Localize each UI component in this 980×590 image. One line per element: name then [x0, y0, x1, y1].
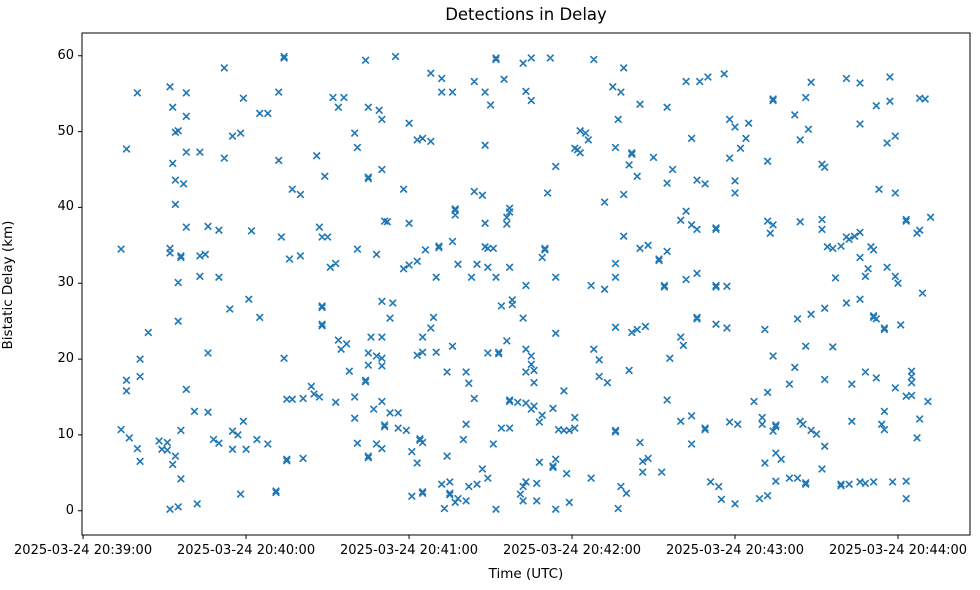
x-tick-label: 2025-03-24 20:39:00 — [14, 543, 153, 558]
x-tick-label: 2025-03-24 20:43:00 — [665, 543, 805, 558]
x-axis-label: Time (UTC) — [488, 566, 564, 582]
y-tick-label: 20 — [57, 351, 74, 367]
x-tick-label: 2025-03-24 20:41:00 — [340, 543, 479, 558]
tick-marks — [78, 55, 899, 539]
x-tick-label: 2025-03-24 20:44:00 — [828, 543, 968, 558]
y-tick-label: 60 — [57, 47, 74, 63]
chart-title: Detections in Delay — [445, 5, 607, 24]
y-axis-label: Bistatic Delay (km) — [0, 220, 16, 350]
y-tick-label: 50 — [57, 123, 74, 139]
x-tick-label: 2025-03-24 20:42:00 — [502, 543, 642, 558]
axes-spines — [81, 32, 971, 536]
scatter-points — [117, 52, 935, 514]
x-tick-label: 2025-03-24 20:40:00 — [177, 543, 316, 558]
y-tick-label: 40 — [57, 199, 74, 215]
y-tick-label: 0 — [65, 502, 74, 518]
y-tick-label: 30 — [57, 275, 74, 291]
y-tick-label: 10 — [57, 426, 74, 442]
